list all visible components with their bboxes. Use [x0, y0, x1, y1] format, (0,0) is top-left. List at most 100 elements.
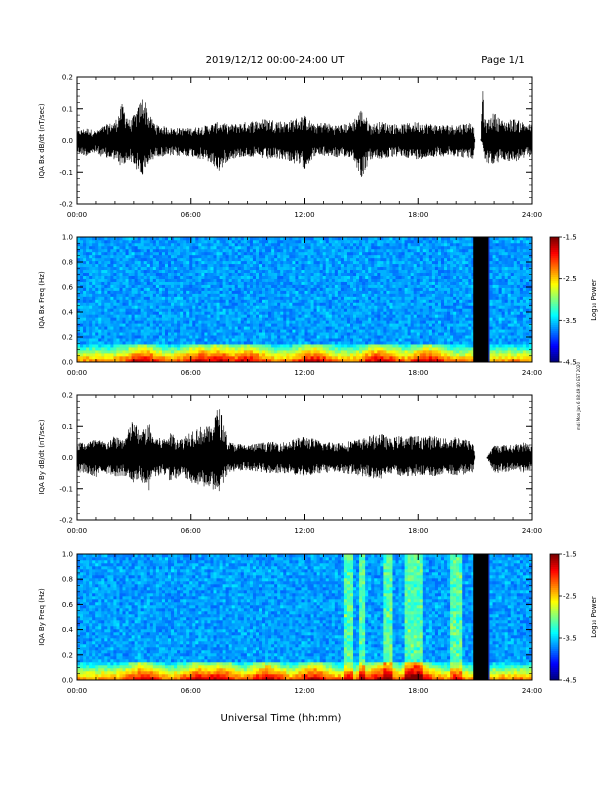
- spectrogram-cell: [250, 288, 253, 291]
- spectrogram-cell: [80, 258, 83, 261]
- spectrogram-cell: [323, 335, 326, 338]
- spectrogram-cell: [171, 320, 174, 323]
- spectrogram-cell: [332, 338, 335, 341]
- spectrogram-cell: [371, 344, 374, 347]
- spectrogram-cell: [353, 252, 356, 255]
- spectrogram-cell: [399, 311, 402, 314]
- spectrogram-cell: [220, 350, 223, 353]
- spectrogram-cell: [217, 323, 220, 326]
- spectrogram-cell: [247, 297, 250, 300]
- spectrogram-cell: [210, 249, 213, 252]
- spectrogram-cell: [256, 240, 259, 243]
- spectrogram-cell: [380, 249, 383, 252]
- spectrogram-cell: [201, 326, 204, 329]
- spectrogram-cell: [183, 300, 186, 303]
- spectrogram-cell: [135, 261, 138, 264]
- spectrogram-cell: [268, 276, 271, 279]
- spectrogram-cell: [119, 243, 122, 246]
- spectrogram-cell: [168, 294, 171, 297]
- spectrogram-cell: [165, 288, 168, 291]
- spectrogram-cell: [295, 264, 298, 267]
- spectrogram-cell: [153, 246, 156, 249]
- spectrogram-cell: [356, 344, 359, 347]
- spectrogram-cell: [195, 344, 198, 347]
- spectrogram-cell: [101, 305, 104, 308]
- spectrogram-cell: [238, 270, 241, 273]
- spectrogram-cell: [180, 270, 183, 273]
- spectrogram-cell: [195, 291, 198, 294]
- spectrogram-cell: [201, 267, 204, 270]
- spectrogram-cell: [353, 329, 356, 332]
- spectrogram-cell: [377, 326, 380, 329]
- spectrogram-cell: [138, 258, 141, 261]
- spectrogram-cell: [220, 294, 223, 297]
- spectrogram-cell: [232, 332, 235, 335]
- spectrogram-cell: [405, 264, 408, 267]
- spectrogram-cell: [356, 326, 359, 329]
- spectrogram-cell: [262, 344, 265, 347]
- spectrogram-cell: [162, 297, 165, 300]
- spectrogram-cell: [265, 279, 268, 282]
- spectrogram-cell: [332, 353, 335, 356]
- spectrogram-cell: [365, 323, 368, 326]
- spectrogram-cell: [280, 308, 283, 311]
- spectrogram-cell: [362, 264, 365, 267]
- spectrogram-cell: [283, 300, 286, 303]
- spectrogram-cell: [138, 341, 141, 344]
- spectrogram-cell: [259, 338, 262, 341]
- spectrogram-cell: [268, 258, 271, 261]
- spectrogram-cell: [426, 273, 429, 276]
- spectrogram-cell: [104, 273, 107, 276]
- spectrogram-cell: [408, 350, 411, 353]
- spectrogram-cell: [411, 341, 414, 344]
- spectrogram-cell: [308, 297, 311, 300]
- spectrogram-cell: [119, 353, 122, 356]
- spectrogram-cell: [116, 249, 119, 252]
- spectrogram-cell: [226, 317, 229, 320]
- spectrogram-cell: [98, 341, 101, 344]
- spectrogram-cell: [386, 273, 389, 276]
- spectrogram-cell: [271, 314, 274, 317]
- spectrogram-cell: [283, 320, 286, 323]
- spectrogram-cell: [344, 311, 347, 314]
- spectrogram-cell: [214, 267, 217, 270]
- spectrogram-cell: [171, 326, 174, 329]
- spectrogram-cell: [162, 249, 165, 252]
- spectrogram-cell: [110, 264, 113, 267]
- spectrogram-cell: [220, 282, 223, 285]
- spectrogram-cell: [186, 264, 189, 267]
- spectrogram-cell: [356, 350, 359, 353]
- spectrogram-cell: [165, 261, 168, 264]
- spectrogram-cell: [417, 264, 420, 267]
- spectrogram-cell: [119, 323, 122, 326]
- spectrogram-cell: [253, 329, 256, 332]
- spectrogram-cell: [86, 350, 89, 353]
- spectrogram-cell: [247, 258, 250, 261]
- spectrogram-cell: [180, 317, 183, 320]
- spectrogram-cell: [335, 311, 338, 314]
- spectrogram-cell: [274, 246, 277, 249]
- spectrogram-cell: [283, 317, 286, 320]
- spectrogram-cell: [283, 279, 286, 282]
- spectrogram-cell: [141, 305, 144, 308]
- spectrogram-cell: [253, 252, 256, 255]
- spectrogram-cell: [323, 261, 326, 264]
- spectrogram-cell: [408, 267, 411, 270]
- spectrogram-cell: [256, 329, 259, 332]
- spectrogram-cell: [135, 335, 138, 338]
- spectrogram-cell: [392, 273, 395, 276]
- spectrogram-cell: [165, 332, 168, 335]
- spectrogram-cell: [192, 332, 195, 335]
- spectrogram-cell: [204, 344, 207, 347]
- spectrogram-cell: [423, 291, 426, 294]
- spectrogram-cell: [101, 353, 104, 356]
- spectrogram-cell: [183, 341, 186, 344]
- spectrogram-cell: [280, 350, 283, 353]
- spectrogram-cell: [341, 317, 344, 320]
- spectrogram-cell: [259, 314, 262, 317]
- spectrogram-cell: [183, 294, 186, 297]
- spectrogram-cell: [356, 255, 359, 258]
- spectrogram-cell: [86, 332, 89, 335]
- spectrogram-cell: [362, 326, 365, 329]
- spectrogram-cell: [274, 279, 277, 282]
